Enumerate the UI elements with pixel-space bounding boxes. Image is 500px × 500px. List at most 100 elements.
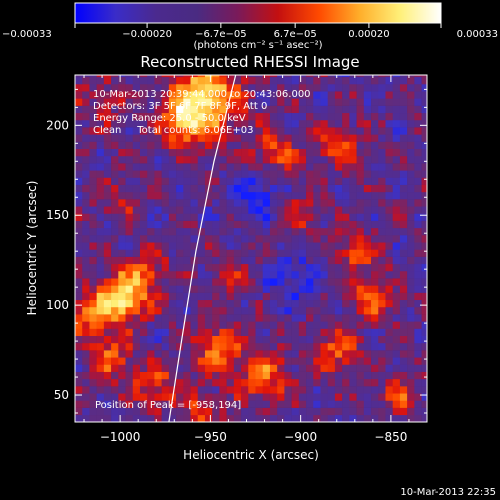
heatmap-cell [75, 256, 83, 265]
heatmap-cell [111, 213, 119, 221]
heatmap-cell [269, 119, 278, 128]
heatmap-cell [349, 285, 357, 293]
heatmap-cell [168, 292, 177, 301]
heatmap-cell [147, 76, 155, 85]
x-axis-ticks: −1000 −950 −900 −850 [83, 75, 410, 444]
heatmap-cell [342, 342, 350, 351]
heatmap-cell [176, 285, 184, 293]
heatmap-cell [89, 141, 97, 150]
heatmap-cell [139, 335, 148, 344]
heatmap-cell [421, 163, 427, 171]
heatmap-cell [363, 112, 372, 121]
heatmap-cell [284, 155, 292, 164]
heatmap-cell [334, 278, 343, 286]
heatmap-cell [139, 235, 148, 243]
heatmap-cell [147, 407, 155, 416]
heatmap-cell [248, 119, 256, 128]
heatmap-cell [96, 127, 105, 135]
heatmap-cell [132, 163, 141, 171]
heatmap-cell [356, 306, 365, 315]
heatmap-cell [161, 184, 170, 193]
heatmap-cell [277, 199, 285, 207]
heatmap-cell [125, 342, 134, 351]
heatmap-cell [212, 112, 220, 121]
heatmap-cell [334, 206, 343, 214]
heatmap-cell [277, 371, 285, 380]
heatmap-cell [378, 134, 386, 142]
heatmap-cell [233, 112, 242, 121]
heatmap-cell [327, 177, 336, 185]
heatmap-cell [392, 314, 401, 322]
heatmap-cell [371, 364, 379, 372]
heatmap-cell [75, 141, 83, 150]
heatmap-cell [277, 393, 285, 401]
heatmap-cell [103, 407, 112, 416]
heatmap-cell [399, 119, 408, 128]
heatmap-cell [313, 342, 321, 351]
heatmap-cell [284, 292, 292, 301]
heatmap-cell [399, 407, 408, 416]
heatmap-cell [183, 206, 191, 214]
heatmap-cell [378, 105, 386, 114]
heatmap-cell [313, 299, 321, 308]
annotation-detectors: Detectors: 3F 5F 6F 7F 8F 9F, Att 0 [93, 101, 267, 112]
heatmap-cell [75, 400, 83, 408]
heatmap-cell [183, 127, 191, 135]
heatmap-cell [226, 227, 235, 236]
heatmap-cell [190, 357, 199, 365]
heatmap-cell [262, 105, 271, 114]
heatmap-cell [89, 105, 97, 114]
heatmap-cell [197, 227, 206, 236]
heatmap-cell [298, 177, 307, 185]
heatmap-cell [291, 314, 300, 322]
heatmap-cell [385, 127, 393, 135]
heatmap-cell [255, 98, 264, 106]
heatmap-cell [147, 213, 155, 221]
heatmap-cell [371, 335, 379, 344]
heatmap-cell [291, 98, 300, 106]
heatmap-cell [291, 75, 300, 78]
heatmap-cell [407, 292, 415, 301]
heatmap-cell [103, 270, 112, 279]
heatmap-cell [168, 350, 177, 358]
heatmap-cell [89, 235, 97, 243]
heatmap-cell [132, 112, 141, 121]
heatmap-cell [168, 98, 177, 106]
heatmap-cell [399, 292, 408, 301]
heatmap-cell [233, 350, 242, 358]
heatmap-cell [349, 206, 357, 214]
heatmap-cell [103, 400, 112, 408]
heatmap-cell [248, 112, 256, 121]
heatmap-cell [313, 235, 321, 243]
heatmap-cell [132, 357, 141, 365]
heatmap-cell [313, 249, 321, 257]
heatmap-cell [132, 270, 141, 279]
heatmap-cell [190, 163, 199, 171]
heatmap-cell [349, 335, 357, 344]
heatmap-cell [190, 119, 199, 128]
heatmap-cell [414, 83, 422, 92]
heatmap-cell [298, 83, 307, 92]
heatmap-cell [378, 148, 386, 157]
heatmap-cell [255, 206, 264, 214]
heatmap-cell [306, 299, 314, 308]
heatmap-cell [219, 213, 227, 221]
heatmap-cell [399, 98, 408, 106]
heatmap-cell [407, 350, 415, 358]
heatmap-cell [392, 371, 401, 380]
heatmap-cell [219, 263, 227, 272]
heatmap-cell [132, 75, 141, 78]
heatmap-cell [421, 155, 427, 164]
heatmap-cell [154, 378, 162, 387]
heatmap-cell [371, 400, 379, 408]
heatmap-cell [421, 314, 427, 322]
heatmap-cell [248, 191, 256, 200]
heatmap-cell [334, 270, 343, 279]
heatmap-cell [399, 177, 408, 185]
heatmap-cell [248, 155, 256, 164]
heatmap-cell [147, 400, 155, 408]
heatmap-cell [255, 213, 264, 221]
heatmap-cell [96, 170, 105, 178]
heatmap-cell [407, 213, 415, 221]
heatmap-cell [241, 155, 249, 164]
